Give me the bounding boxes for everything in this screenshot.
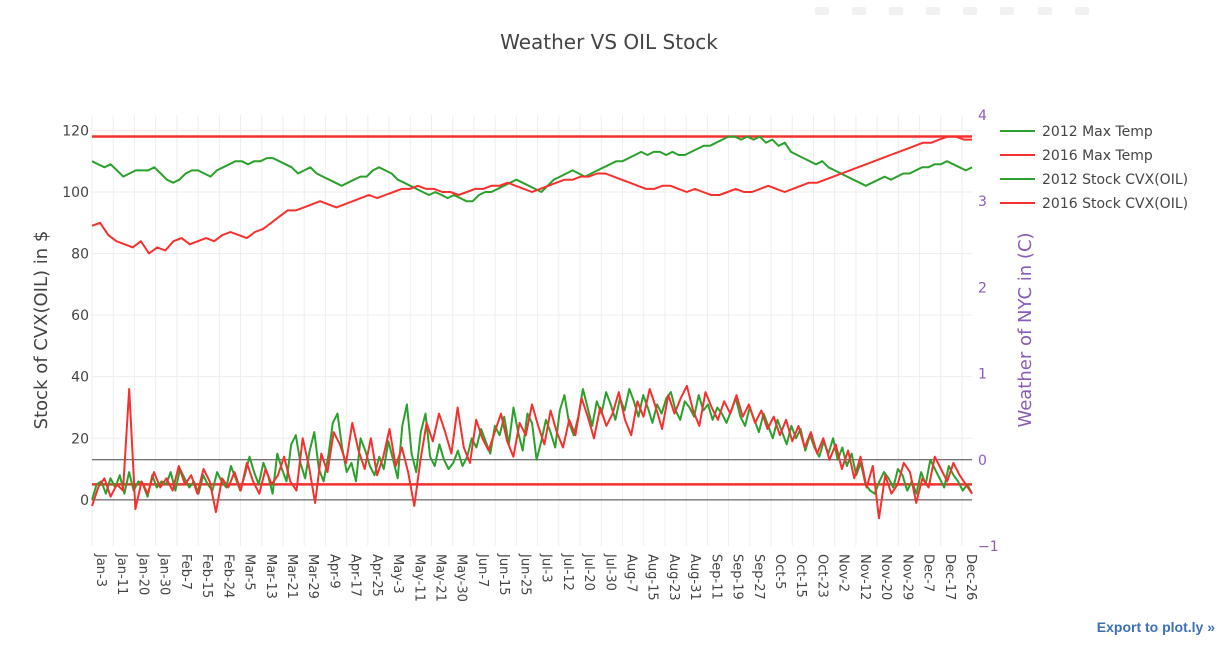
y2-tick-label: 0 [978,453,987,469]
modebar-button[interactable] [1037,7,1052,15]
modebar-button[interactable] [1000,7,1015,15]
x-tick-label: May-30 [454,554,469,602]
x-tick-label: Dec-7 [921,554,936,592]
x-tick-label: Apr-25 [369,554,384,597]
legend-label: 2012 Max Temp [1042,124,1153,140]
modebar-button[interactable] [815,7,829,15]
x-tick-label: Jan-30 [157,553,172,595]
legend-label: 2016 Stock CVX(OIL) [1042,196,1188,212]
series-lines [91,135,973,520]
x-tick-label: Sep-27 [751,554,766,600]
y2-tick-label: 3 [978,194,987,210]
legend-label: 2012 Stock CVX(OIL) [1042,172,1188,188]
y-axis-ticks: 0 20 40 60 80 100 120 [62,123,89,508]
y2-tick-label: 1 [978,367,987,383]
x-tick-label: Dec-26 [963,554,978,600]
x-tick-label: Oct-23 [814,554,829,598]
export-to-plotly-link[interactable]: Export to plot.ly » [1096,619,1215,635]
x-tick-label: Aug-7 [623,554,638,592]
x-tick-label: Jul-20 [581,553,596,591]
x-tick-label: Jan-3 [93,553,108,587]
y-tick-label: 60 [71,308,89,324]
y2-tick-label: 4 [978,108,987,124]
x-tick-label: Mar-21 [284,554,299,599]
x-tick-label: Feb-24 [220,554,235,598]
modebar-button[interactable] [963,7,978,15]
x-tick-label: Sep-11 [708,554,723,600]
y2-tick-label: 2 [978,280,987,296]
modebar [797,0,1217,15]
x-tick-label: Dec-17 [942,554,957,600]
x-tick-label: Nov-29 [899,554,914,600]
x-tick-label: Nov-20 [878,554,893,600]
x-tick-label: May-21 [433,554,448,602]
y-tick-label: 80 [71,247,89,263]
x-tick-label: Nov-12 [857,554,872,600]
x-tick-label: Mar-29 [305,554,320,599]
modebar-button[interactable] [926,7,941,15]
x-tick-label: Mar-13 [263,554,278,599]
x-tick-label: May-11 [411,554,426,602]
x-tick-label: Aug-23 [666,554,681,601]
x-tick-label: Jul-30 [602,553,617,591]
chart-title: Weather VS OIL Stock [500,30,718,54]
x-tick-label: Feb-7 [178,554,193,590]
x-tick-label: Feb-15 [199,554,214,598]
x-tick-label: Jun-15 [496,553,511,596]
y-tick-label: 120 [62,123,89,139]
y-tick-label: 20 [71,431,89,447]
y-tick-label: 100 [62,185,89,201]
x-tick-label: Apr-9 [326,554,341,589]
series-line [91,384,973,520]
y-axis-label: Stock of CVX(OIL) in $ [31,231,52,430]
x-tick-label: Aug-15 [645,554,660,601]
series-line [91,135,972,255]
y2-axis-label: Weather of NYC in (C) [1015,232,1036,427]
x-tick-label: Aug-31 [687,554,702,601]
x-tick-label: Oct-5 [772,554,787,589]
modebar-button[interactable] [889,7,904,15]
x-tick-label: Sep-19 [730,554,745,600]
legend[interactable]: 2012 Max Temp 2016 Max Temp 2012 Stock CVX… [1000,124,1188,212]
y2-axis-ticks: −1 0 1 2 3 4 [978,108,999,555]
legend-label: 2016 Max Temp [1042,148,1153,164]
x-tick-label: Jun-25 [517,553,532,596]
x-tick-label: Jan-11 [114,553,129,595]
series-line [91,135,973,203]
x-tick-label: Nov-2 [836,554,851,592]
y-tick-label: 40 [71,370,89,386]
x-tick-label: Jun-7 [475,553,490,587]
modebar-button[interactable] [1074,7,1089,15]
x-tick-label: Jul-3 [539,553,554,583]
y-tick-label: 0 [80,493,89,509]
x-tick-label: Jul-12 [560,553,575,591]
modebar-button[interactable] [852,7,867,15]
x-axis-ticks: Jan-3 Jan-11 Jan-20 Jan-30 Feb-7 Feb-15 Feb-24… [93,553,978,602]
x-tick-label: Apr-17 [348,554,363,597]
x-tick-label: May-3 [390,554,405,594]
x-tick-label: Mar-5 [242,554,257,591]
x-tick-label: Oct-15 [793,554,808,598]
y2-tick-label: −1 [978,539,999,555]
x-tick-label: Jan-20 [135,553,150,595]
